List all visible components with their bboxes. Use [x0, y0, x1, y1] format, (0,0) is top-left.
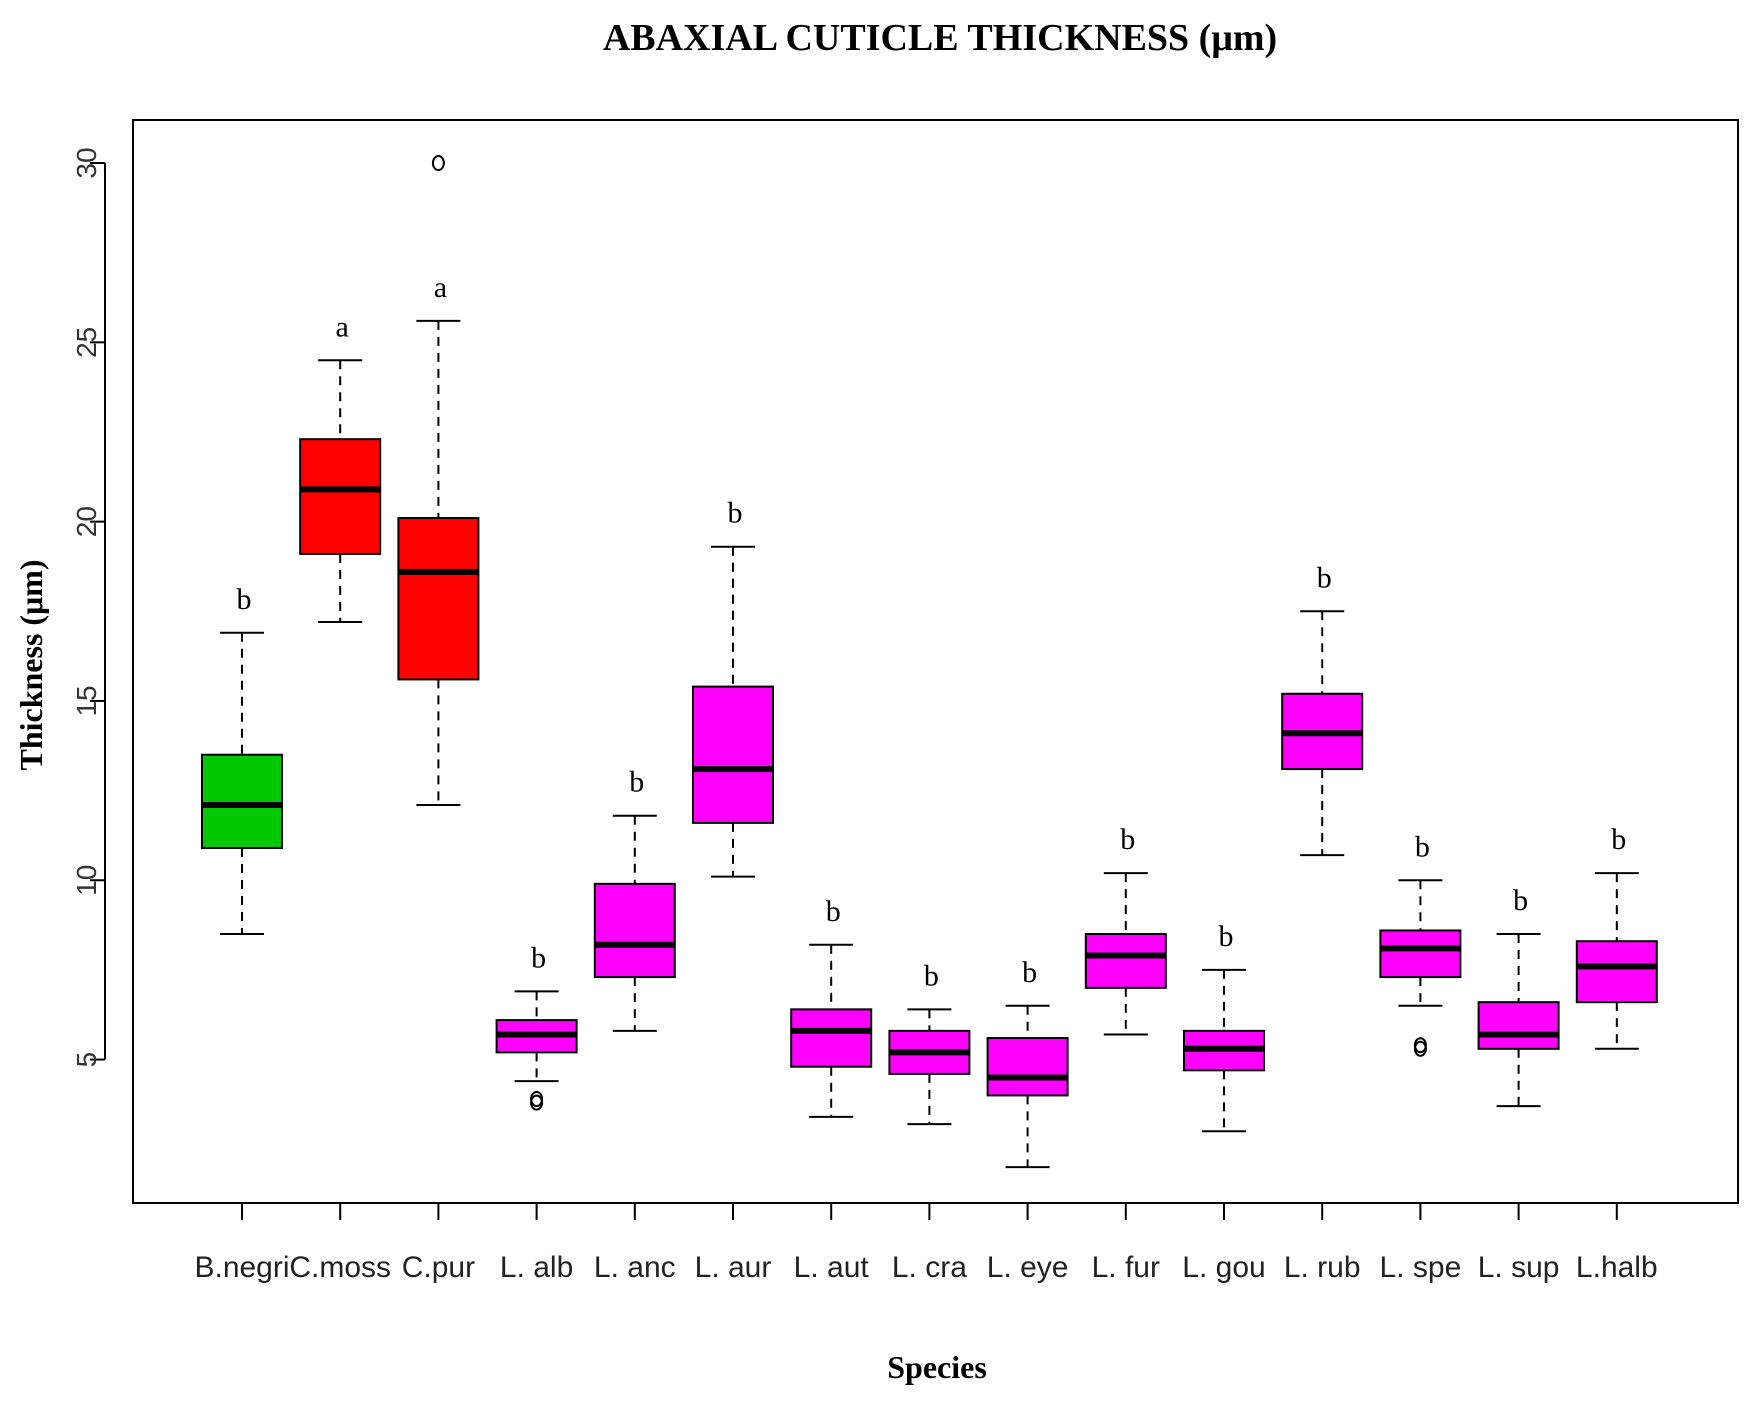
y-axis-label: Thickness (μm)	[13, 559, 49, 770]
significance-letter: b	[1317, 561, 1332, 594]
box-iqr	[1477, 1001, 1560, 1050]
x-tick-label: B.negri	[194, 1251, 289, 1284]
significance-letter: a	[336, 310, 349, 343]
significance-letter: b	[1219, 920, 1234, 953]
box-group: b	[888, 959, 971, 1126]
box-iqr	[397, 517, 480, 681]
box-group: b	[790, 895, 873, 1118]
box-group: b	[1477, 884, 1560, 1108]
significance-letter: b	[1022, 956, 1037, 989]
significance-letter: b	[1415, 830, 1430, 863]
y-tick-label: 5	[71, 1052, 102, 1068]
y-tick-label: 30	[71, 147, 102, 178]
box-iqr	[299, 438, 382, 555]
x-tick-label: L. fur	[1092, 1251, 1160, 1284]
x-tick-label: L. cra	[892, 1251, 967, 1284]
x-tick-label: L. aut	[794, 1251, 870, 1284]
box-iqr	[692, 685, 774, 824]
box-group: b	[593, 766, 676, 1032]
significance-letter: b	[1611, 823, 1626, 856]
x-tick-label: C.pur	[402, 1251, 475, 1284]
x-axis-label: Species	[887, 1349, 987, 1385]
box-iqr	[201, 753, 283, 849]
significance-letter: b	[924, 959, 939, 992]
box-iqr	[1379, 929, 1462, 979]
box-group: b	[1379, 830, 1462, 1057]
box-group: a	[397, 155, 480, 806]
y-tick-label: 15	[71, 685, 102, 716]
x-tick-label: L.halb	[1576, 1251, 1658, 1284]
x-tick-label: L. alb	[500, 1251, 573, 1284]
significance-letter: b	[629, 766, 644, 799]
x-tick-label: L. anc	[594, 1251, 676, 1284]
significance-letter: b	[237, 583, 252, 616]
outlier-point	[431, 155, 445, 172]
significance-letter: b	[728, 497, 743, 530]
significance-letter: b	[1513, 884, 1528, 917]
box-iqr	[593, 882, 676, 979]
significance-letter: b	[1120, 823, 1135, 856]
box-iqr	[986, 1037, 1069, 1097]
significance-letter: a	[434, 271, 447, 304]
box-group: b	[495, 941, 578, 1111]
outlier-point	[530, 1091, 544, 1108]
x-tick-label: L. spe	[1380, 1251, 1462, 1284]
y-tick-label: 25	[71, 327, 102, 358]
x-axis: B.negri C.moss C.pur L. alb L. anc L. aur L. a…	[194, 1202, 1658, 1284]
outlier-point	[1413, 1037, 1427, 1054]
box-series: b a a b b b b b b b b b b b b	[201, 155, 1658, 1169]
box-group: b	[1084, 823, 1167, 1036]
box-iqr	[1575, 940, 1658, 1004]
significance-letter: b	[531, 941, 546, 974]
box-group: b	[692, 497, 774, 878]
y-tick-label: 20	[71, 506, 102, 537]
box-group: b	[1575, 823, 1658, 1050]
x-tick-label: L. eye	[987, 1251, 1069, 1284]
box-group: b	[1183, 920, 1265, 1133]
x-tick-label: L. gou	[1182, 1251, 1265, 1284]
significance-letter: b	[826, 895, 841, 928]
box-group: b	[201, 583, 283, 936]
box-group: a	[299, 310, 382, 624]
box-group: b	[986, 956, 1069, 1169]
y-tick-label: 10	[71, 865, 102, 896]
x-tick-label: L. aur	[695, 1251, 772, 1284]
x-tick-label: L. rub	[1284, 1251, 1361, 1284]
y-axis: 5 10 15 20 25 30	[71, 147, 106, 1068]
chart-title: ABAXIAL CUTICLE THICKNESS (μm)	[603, 17, 1277, 59]
x-tick-label: C.moss	[289, 1251, 391, 1284]
box-group: b	[1281, 561, 1364, 857]
box-iqr	[790, 1008, 873, 1068]
x-tick-label: L. sup	[1478, 1251, 1560, 1284]
box-iqr	[1084, 933, 1167, 989]
